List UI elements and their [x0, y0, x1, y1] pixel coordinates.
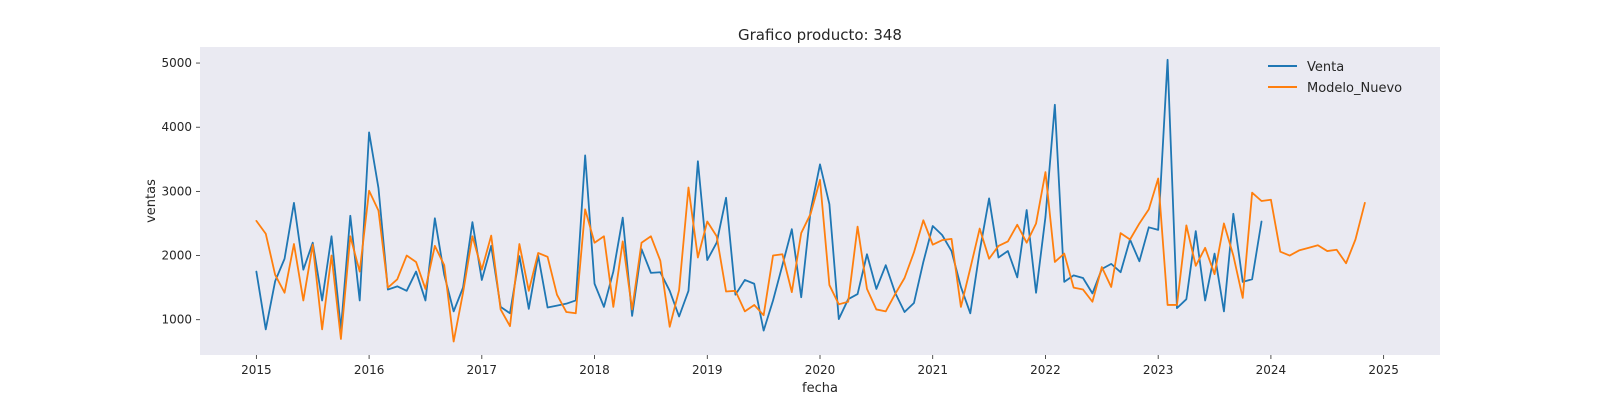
x-tick-label: 2016 [354, 363, 385, 377]
y-tick-label: 5000 [161, 56, 192, 70]
plot-background [200, 47, 1440, 355]
y-tick-label: 1000 [161, 313, 192, 327]
x-ticks: 2015 2016 2017 2018 2019 2020 2021 2022 2023 2024… [241, 355, 1399, 377]
x-tick-label: 2018 [579, 363, 610, 377]
y-tick-label: 2000 [161, 249, 192, 263]
x-tick-label: 2021 [917, 363, 948, 377]
series-lines [255, 58, 1366, 343]
x-tick-label: 2023 [1143, 363, 1174, 377]
x-tick-label: 2019 [692, 363, 723, 377]
legend-label: Modelo_Nuevo [1307, 81, 1402, 96]
y-tick-label: 3000 [161, 184, 192, 198]
series-line-modelo-nuevo [255, 171, 1366, 343]
x-tick-label: 2022 [1030, 363, 1061, 377]
x-tick-label: 2015 [241, 363, 272, 377]
chart-title: Grafico producto: 348 [738, 26, 902, 44]
x-tick-label: 2024 [1256, 363, 1287, 377]
legend-label: Venta [1307, 60, 1344, 75]
x-tick-label: 2025 [1368, 363, 1399, 377]
legend: Venta Modelo_Nuevo [1268, 60, 1402, 96]
y-axis-label: ventas [144, 179, 159, 223]
x-axis-label: fecha [802, 381, 838, 396]
y-tick-label: 4000 [161, 120, 192, 134]
series-line-venta [255, 58, 1263, 332]
y-ticks: 1000 2000 3000 4000 5000 [161, 56, 200, 327]
x-tick-label: 2017 [467, 363, 498, 377]
x-tick-label: 2020 [805, 363, 836, 377]
